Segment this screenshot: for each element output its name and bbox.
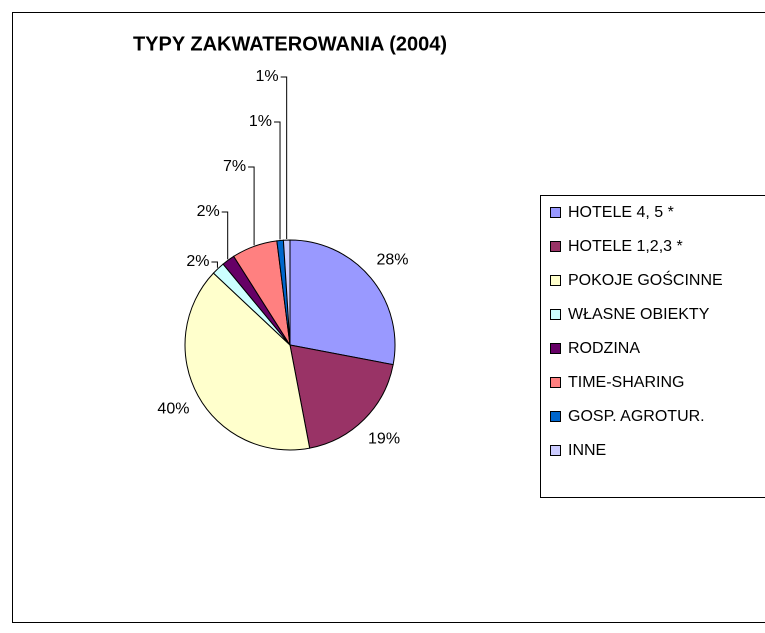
- legend-swatch: [551, 276, 561, 286]
- legend-swatch: [551, 446, 561, 456]
- legend-swatch: [551, 310, 561, 320]
- legend-label: WŁASNE OBIEKTY: [568, 306, 710, 323]
- legend-swatch: [551, 208, 561, 218]
- legend-label: HOTELE 4, 5 *: [568, 204, 674, 221]
- data-label: 2%: [186, 253, 209, 270]
- data-label: 40%: [157, 400, 189, 417]
- legend-swatch: [551, 242, 561, 252]
- data-label: 19%: [368, 430, 400, 447]
- legend-label: POKOJE GOŚCINNE: [568, 270, 723, 289]
- legend-swatch: [551, 344, 561, 354]
- data-label: 1%: [249, 113, 272, 130]
- data-label: 7%: [223, 158, 246, 175]
- data-label: 2%: [197, 203, 220, 220]
- legend-label: GOSP. AGROTUR.: [568, 408, 705, 425]
- chart-title: TYPY ZAKWATEROWANIA (2004): [133, 33, 447, 55]
- legend-swatch: [551, 378, 561, 388]
- legend-swatch: [551, 412, 561, 422]
- legend-label: TIME-SHARING: [568, 374, 684, 391]
- data-label: 1%: [256, 68, 279, 85]
- legend-label: HOTELE 1,2,3 *: [568, 238, 683, 255]
- data-label: 28%: [376, 251, 408, 268]
- legend-label: RODZINA: [568, 340, 640, 357]
- legend-label: INNE: [568, 442, 606, 459]
